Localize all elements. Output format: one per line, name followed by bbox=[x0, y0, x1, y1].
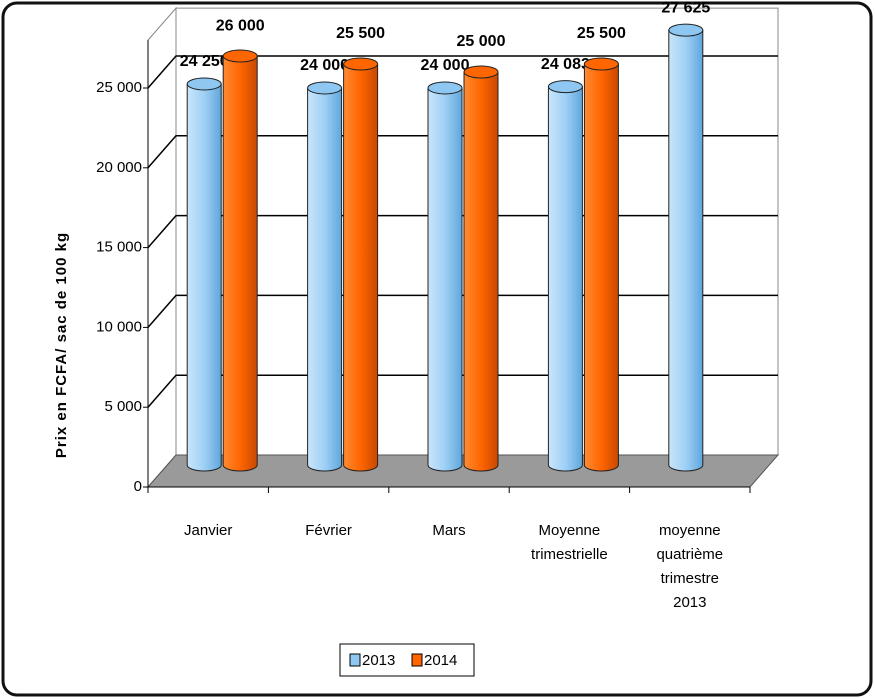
cylinder-body bbox=[668, 29, 704, 472]
legend-swatch bbox=[411, 653, 423, 667]
x-tick-label: Janvier bbox=[184, 522, 232, 539]
cylinder bbox=[222, 49, 258, 472]
cylinder bbox=[583, 57, 619, 472]
cylinder bbox=[186, 77, 222, 472]
legend-swatch bbox=[349, 653, 361, 667]
cylinder-top bbox=[186, 77, 222, 91]
x-tick-label: Mars bbox=[432, 522, 465, 539]
cylinder-body bbox=[186, 83, 222, 472]
cylinder-top bbox=[343, 57, 379, 71]
cylinder-top bbox=[583, 57, 619, 71]
cylinder-body bbox=[307, 87, 343, 472]
y-tick-label: 20 000 bbox=[96, 159, 142, 176]
side-wall bbox=[147, 6, 177, 489]
x-tick-label: Moyenne trimestrielle bbox=[531, 522, 608, 563]
y-tick-label: 15 000 bbox=[96, 239, 142, 256]
cylinder bbox=[307, 81, 343, 472]
cylinder-top bbox=[668, 23, 704, 37]
cylinder-body bbox=[343, 63, 379, 472]
y-tick-label: 25 000 bbox=[96, 79, 142, 96]
data-label: 27 625 bbox=[661, 0, 710, 16]
cylinder-top bbox=[427, 81, 463, 95]
data-label: 25 500 bbox=[336, 25, 385, 42]
legend bbox=[339, 643, 475, 677]
data-label: 25 000 bbox=[457, 33, 506, 50]
cylinder bbox=[463, 65, 499, 472]
cylinder-top bbox=[307, 81, 343, 95]
cylinder-body bbox=[463, 71, 499, 472]
data-label: 24 083 bbox=[541, 56, 590, 73]
x-tick-label: moyenne quatrième trimestre 2013 bbox=[656, 522, 723, 611]
y-tick-label: 5 000 bbox=[104, 398, 142, 415]
cylinder bbox=[343, 57, 379, 472]
cylinder-body bbox=[583, 63, 619, 472]
legend-label: 2014 bbox=[424, 652, 457, 669]
y-axis-title: Prix en FCFA/ sac de 100 kg bbox=[53, 232, 70, 458]
data-label: 24 000 bbox=[421, 57, 470, 74]
cylinder-top bbox=[547, 80, 583, 94]
cylinder-top bbox=[222, 49, 258, 63]
y-tick-label: 10 000 bbox=[96, 318, 142, 335]
cylinder bbox=[668, 23, 704, 472]
cylinder-body bbox=[222, 55, 258, 472]
x-tick-label: Février bbox=[305, 522, 352, 539]
data-label: 24 250 bbox=[180, 53, 229, 70]
grid-line bbox=[147, 55, 778, 89]
cylinder bbox=[547, 80, 583, 472]
cylinder-body bbox=[427, 87, 463, 472]
data-label: 26 000 bbox=[216, 17, 265, 34]
cylinder bbox=[427, 81, 463, 472]
cylinder-top bbox=[463, 65, 499, 79]
data-label: 25 500 bbox=[577, 25, 626, 42]
data-label: 24 000 bbox=[300, 57, 349, 74]
y-tick-label: 0 bbox=[134, 478, 142, 495]
legend-label: 2013 bbox=[362, 652, 395, 669]
cylinder-body bbox=[547, 86, 583, 472]
